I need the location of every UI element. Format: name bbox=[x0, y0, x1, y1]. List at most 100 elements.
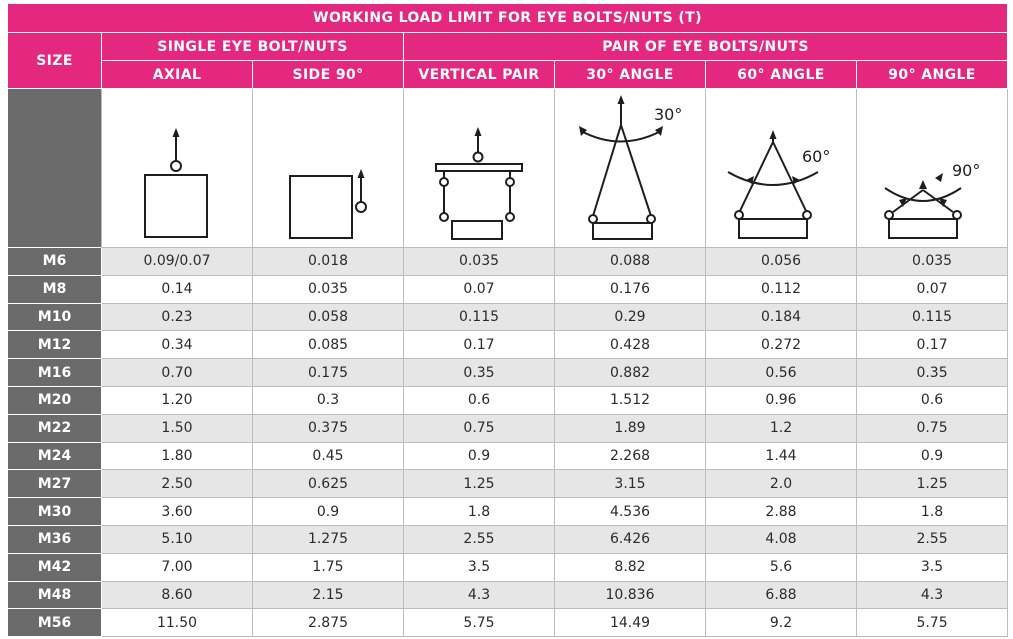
value-cell: 0.115 bbox=[403, 302, 555, 332]
value-cell: 1.80 bbox=[101, 441, 253, 471]
table-row: M56 11.50 2.875 5.75 14.49 9.2 5.75 bbox=[7, 608, 1009, 638]
value-cell: 1.2 bbox=[705, 413, 857, 443]
value-cell: 3.60 bbox=[101, 497, 253, 526]
side90-diagram bbox=[289, 169, 367, 239]
value-cell: 0.14 bbox=[101, 274, 253, 304]
size-cell: M48 bbox=[7, 580, 102, 610]
value-cell: 8.60 bbox=[101, 580, 253, 610]
value-cell: 14.49 bbox=[554, 608, 706, 638]
value-cell: 4.3 bbox=[403, 580, 555, 610]
table-row: M20 1.20 0.3 0.6 1.512 0.96 0.6 bbox=[7, 385, 1009, 415]
value-cell: 0.9 bbox=[252, 497, 404, 526]
value-cell: 4.536 bbox=[554, 497, 706, 526]
size-diagram-spacer bbox=[7, 88, 102, 248]
col-header-vertical-pair: VERTICAL PAIR bbox=[403, 60, 555, 89]
value-cell: 1.8 bbox=[855, 497, 1009, 526]
value-cell: 1.8 bbox=[403, 497, 555, 526]
value-cell: 0.085 bbox=[252, 330, 404, 360]
value-cell: 0.088 bbox=[554, 247, 706, 276]
angle90-label: 90° bbox=[952, 161, 980, 180]
value-cell: 4.08 bbox=[705, 524, 857, 554]
size-cell: M6 bbox=[7, 247, 102, 276]
value-cell: 1.89 bbox=[554, 413, 706, 443]
value-cell: 0.96 bbox=[705, 385, 857, 415]
value-cell: 0.45 bbox=[252, 441, 404, 471]
angle90-diagram-cell: 90° bbox=[855, 88, 1009, 248]
angle60-label: 60° bbox=[802, 147, 830, 166]
size-cell: M22 bbox=[7, 413, 102, 443]
value-cell: 0.17 bbox=[403, 330, 555, 360]
value-cell: 0.175 bbox=[252, 358, 404, 387]
size-cell: M56 bbox=[7, 608, 102, 638]
table-row: M12 0.34 0.085 0.17 0.428 0.272 0.17 bbox=[7, 330, 1009, 360]
value-cell: 3.15 bbox=[554, 469, 706, 499]
value-cell: 0.75 bbox=[855, 413, 1009, 443]
angle30-diagram: 30° bbox=[579, 95, 682, 240]
value-cell: 2.88 bbox=[705, 497, 857, 526]
angle90-diagram: 90° bbox=[884, 161, 980, 239]
value-cell: 0.112 bbox=[705, 274, 857, 304]
value-cell: 0.29 bbox=[554, 302, 706, 332]
value-cell: 2.15 bbox=[252, 580, 404, 610]
value-cell: 0.035 bbox=[855, 247, 1009, 276]
size-cell: M27 bbox=[7, 469, 102, 499]
value-cell: 0.9 bbox=[855, 441, 1009, 471]
value-cell: 0.07 bbox=[855, 274, 1009, 304]
angle60-diagram: 60° bbox=[727, 130, 830, 239]
value-cell: 9.2 bbox=[705, 608, 857, 638]
value-cell: 0.6 bbox=[403, 385, 555, 415]
value-cell: 1.512 bbox=[554, 385, 706, 415]
table-row: M27 2.50 0.625 1.25 3.15 2.0 1.25 bbox=[7, 469, 1009, 499]
vertical-pair-diagram-cell bbox=[403, 88, 555, 248]
table-row: M22 1.50 0.375 0.75 1.89 1.2 0.75 bbox=[7, 413, 1009, 443]
vertical-pair-diagram bbox=[435, 127, 523, 240]
value-cell: 1.25 bbox=[403, 469, 555, 499]
value-cell: 5.75 bbox=[855, 608, 1009, 638]
size-cell: M24 bbox=[7, 441, 102, 471]
value-cell: 10.836 bbox=[554, 580, 706, 610]
side90-diagram-cell bbox=[252, 88, 404, 248]
col-header-60-angle: 60° ANGLE bbox=[705, 60, 857, 89]
col-header-30-angle: 30° ANGLE bbox=[554, 60, 706, 89]
value-cell: 0.17 bbox=[855, 330, 1009, 360]
value-cell: 0.70 bbox=[101, 358, 253, 387]
size-cell: M20 bbox=[7, 385, 102, 415]
size-cell: M8 bbox=[7, 274, 102, 304]
value-cell: 2.50 bbox=[101, 469, 253, 499]
value-cell: 0.6 bbox=[855, 385, 1009, 415]
col-header-axial: AXIAL bbox=[101, 60, 253, 89]
table-row: M10 0.23 0.058 0.115 0.29 0.184 0.115 bbox=[7, 302, 1009, 332]
axial-diagram bbox=[144, 128, 208, 238]
group-single-header: SINGLE EYE BOLT/NUTS bbox=[101, 32, 404, 61]
value-cell: 6.88 bbox=[705, 580, 857, 610]
value-cell: 2.268 bbox=[554, 441, 706, 471]
value-cell: 8.82 bbox=[554, 552, 706, 582]
value-cell: 0.018 bbox=[252, 247, 404, 276]
value-cell: 0.115 bbox=[855, 302, 1009, 332]
value-cell: 0.035 bbox=[403, 247, 555, 276]
value-cell: 1.44 bbox=[705, 441, 857, 471]
table-row: M24 1.80 0.45 0.9 2.268 1.44 0.9 bbox=[7, 441, 1009, 471]
size-cell: M10 bbox=[7, 302, 102, 332]
col-header-side90: SIDE 90° bbox=[252, 60, 404, 89]
value-cell: 0.3 bbox=[252, 385, 404, 415]
size-cell: M16 bbox=[7, 358, 102, 387]
value-cell: 0.272 bbox=[705, 330, 857, 360]
value-cell: 0.882 bbox=[554, 358, 706, 387]
value-cell: 5.10 bbox=[101, 524, 253, 554]
value-cell: 0.035 bbox=[252, 274, 404, 304]
table-title: WORKING LOAD LIMIT FOR EYE BOLTS/NUTS (T… bbox=[6, 3, 1009, 33]
table-row: M8 0.14 0.035 0.07 0.176 0.112 0.07 bbox=[7, 274, 1009, 304]
value-cell: 3.5 bbox=[403, 552, 555, 582]
angle30-diagram-cell: 30° bbox=[554, 88, 706, 248]
load-limit-table: WORKING LOAD LIMIT FOR EYE BOLTS/NUTS (T… bbox=[6, 3, 1009, 638]
value-cell: 2.875 bbox=[252, 608, 404, 638]
value-cell: 1.75 bbox=[252, 552, 404, 582]
value-cell: 6.426 bbox=[554, 524, 706, 554]
size-cell: M12 bbox=[7, 330, 102, 360]
value-cell: 4.3 bbox=[855, 580, 1009, 610]
value-cell: 0.35 bbox=[855, 358, 1009, 387]
value-cell: 7.00 bbox=[101, 552, 253, 582]
value-cell: 3.5 bbox=[855, 552, 1009, 582]
value-cell: 1.20 bbox=[101, 385, 253, 415]
